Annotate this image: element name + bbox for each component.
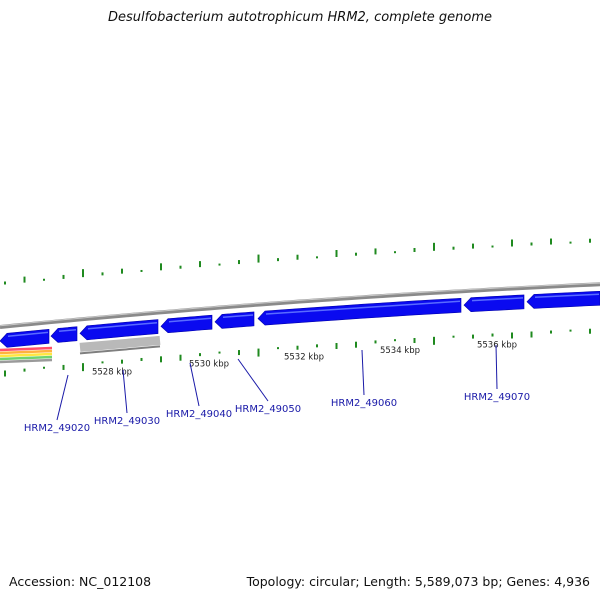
locus-tag-label[interactable]: HRM2_49040 — [166, 409, 232, 420]
locus-leader-line — [56, 374, 69, 421]
locus-tag-label[interactable]: HRM2_49020 — [24, 423, 90, 434]
gene-arrow[interactable] — [463, 294, 525, 313]
length-label: Length: — [363, 574, 411, 589]
scale-tick-label: 5532 kbp — [284, 352, 324, 362]
feature-stripe — [0, 352, 53, 358]
feature-stripe — [0, 346, 53, 352]
locus-tag-label[interactable]: HRM2_49050 — [235, 404, 301, 415]
locus-leader-line — [361, 349, 365, 396]
gene-arrow[interactable] — [50, 326, 78, 343]
gene-arrow-highlight — [87, 321, 158, 330]
gene-arrow[interactable] — [214, 311, 255, 329]
gene-arrow-highlight — [534, 293, 600, 299]
gc-ticks-lower — [4, 328, 591, 377]
length-value: 5,589,073 bp — [414, 574, 499, 589]
scale-ticks: 5528 kbp 5530 kbp 5532 kbp 5534 kbp 5536 kbp — [92, 340, 517, 377]
scale-tick-label: 5528 kbp — [92, 368, 132, 378]
accession-value: NC_012108 — [79, 574, 152, 589]
scale-tick-label: 5536 kbp — [477, 340, 517, 350]
gene-arrow-highlight — [7, 331, 49, 337]
scale-tick-label: 5530 kbp — [189, 359, 229, 369]
genome-backbone — [0, 282, 600, 329]
gc-ticks-upper — [4, 238, 591, 285]
genes-label: Genes: — [506, 574, 551, 589]
locus-tag-label[interactable]: HRM2_49070 — [464, 392, 530, 403]
accession-info: Accession: NC_012108 — [9, 574, 151, 589]
gene-arrow[interactable] — [0, 328, 50, 348]
gene-arrow-highlight — [222, 314, 254, 319]
locus-labels[interactable]: HRM2_49020 HRM2_49030 HRM2_49040 HRM2_49050… — [24, 344, 530, 434]
feature-stripe — [0, 358, 53, 364]
gene-arrow[interactable] — [79, 319, 159, 341]
gene-track[interactable] — [0, 290, 600, 348]
accession-label: Accession: — [9, 574, 76, 589]
map-title: Desulfobacterium autotrophicum HRM2, com… — [107, 10, 493, 25]
locus-leader-line — [495, 344, 498, 390]
backbone-highlight — [0, 282, 600, 327]
topology-value: circular — [309, 574, 356, 589]
feature-stripes — [0, 335, 161, 364]
gene-arrow-highlight — [168, 317, 212, 323]
gene-arrow-highlight — [265, 300, 461, 315]
locus-leader-line — [189, 362, 200, 407]
locus-leader-line — [237, 358, 269, 402]
gene-arrow[interactable] — [526, 290, 600, 309]
selected-region — [79, 335, 161, 352]
topology-label: Topology: — [246, 574, 306, 589]
locus-tag-label[interactable]: HRM2_49060 — [331, 398, 397, 409]
selected-region-edge — [79, 345, 161, 355]
gene-arrow-highlight — [58, 329, 77, 333]
locus-leader-line — [122, 369, 128, 414]
locus-tag-label[interactable]: HRM2_49030 — [94, 416, 160, 427]
scale-tick-label: 5534 kbp — [380, 346, 420, 356]
gene-arrow[interactable] — [160, 314, 213, 334]
feature-stripe — [0, 349, 53, 355]
gene-arrow-highlight — [471, 297, 524, 302]
backbone-line — [0, 282, 600, 329]
feature-stripe — [0, 355, 53, 361]
genes-value: 4,936 — [554, 574, 590, 589]
genome-summary: Topology: circular; Length: 5,589,073 bp… — [246, 574, 590, 589]
